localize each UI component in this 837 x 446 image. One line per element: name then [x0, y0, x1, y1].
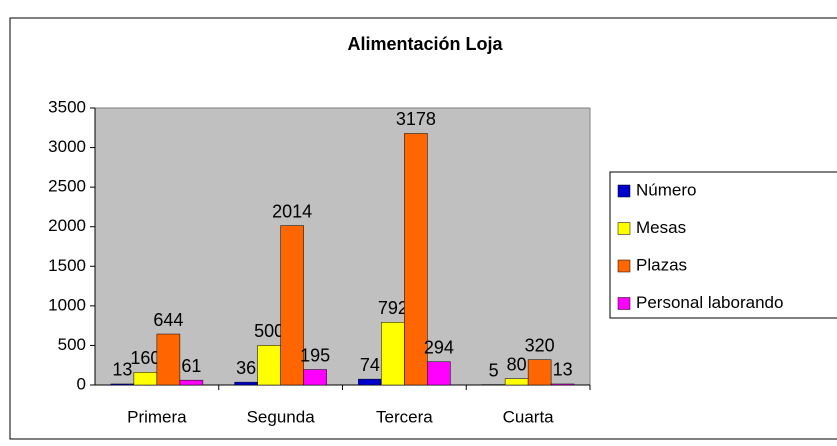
- y-tick-label: 0: [77, 374, 86, 393]
- bar: [358, 378, 382, 386]
- data-label: 294: [424, 337, 454, 357]
- data-label: 36: [236, 358, 256, 378]
- data-label: 61: [181, 356, 201, 376]
- data-label: 13: [553, 360, 573, 380]
- x-tick-label: Cuarta: [503, 407, 555, 426]
- legend-label: Personal laborando: [636, 293, 783, 312]
- bar: [381, 322, 405, 386]
- bar: [133, 372, 158, 386]
- x-tick-label: Primera: [127, 407, 187, 426]
- legend-box: [609, 171, 837, 319]
- data-label: 160: [130, 348, 160, 368]
- bar: [280, 225, 304, 386]
- legend-swatch: [617, 184, 631, 198]
- bar: [110, 383, 135, 386]
- legend-label: Número: [636, 180, 696, 199]
- y-tick-label: 3500: [48, 97, 86, 116]
- data-label: 500: [254, 321, 284, 341]
- legend-label: Plazas: [636, 255, 687, 274]
- data-label: 320: [525, 335, 555, 355]
- bar: [179, 379, 204, 386]
- bar: [257, 345, 281, 386]
- bar: [234, 381, 258, 386]
- bar: [404, 133, 428, 386]
- y-tick-label: 500: [58, 335, 86, 354]
- legend-label: Mesas: [636, 218, 686, 237]
- legend-swatch: [617, 297, 631, 310]
- data-label: 80: [507, 354, 527, 374]
- bar: [156, 333, 181, 386]
- data-label: 195: [300, 345, 330, 365]
- data-label: 5: [489, 360, 499, 380]
- bar: [527, 359, 552, 386]
- y-tick-label: 1000: [48, 295, 86, 314]
- chart-title: Alimentación Loja: [347, 34, 503, 54]
- data-label: 74: [360, 355, 380, 375]
- y-tick-label: 2500: [48, 177, 86, 196]
- data-label: 3178: [396, 109, 436, 129]
- x-tick-label: Tercera: [376, 407, 433, 426]
- data-label: 2014: [272, 201, 312, 221]
- y-tick-label: 3000: [48, 137, 86, 156]
- bar: [427, 361, 451, 386]
- data-label: 644: [153, 310, 183, 330]
- y-tick-label: 1500: [48, 256, 86, 275]
- data-label: 13: [112, 360, 132, 380]
- legend-swatch: [617, 222, 631, 235]
- bar: [504, 378, 529, 386]
- x-tick-label: Segunda: [247, 407, 316, 426]
- data-label: 792: [378, 298, 408, 318]
- bar: [550, 383, 575, 386]
- bar: [303, 369, 327, 386]
- y-tick-label: 2000: [48, 216, 86, 235]
- legend-swatch: [617, 259, 631, 273]
